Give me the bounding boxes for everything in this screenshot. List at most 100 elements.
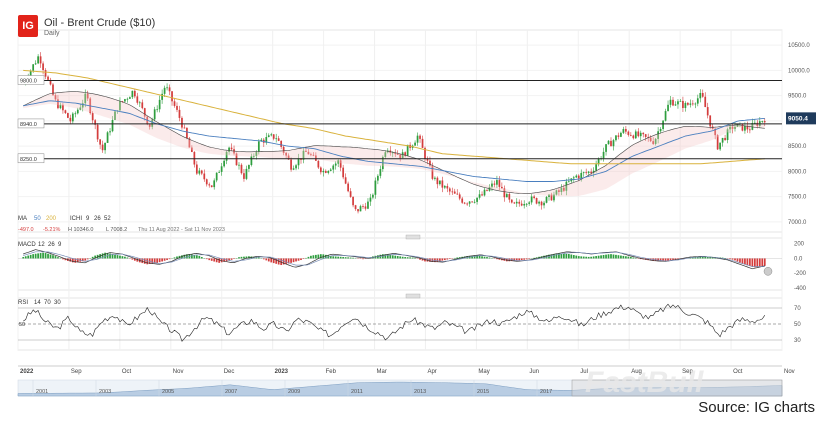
macd-histogram-bar [153,258,156,264]
stat-change-pct: -5.21% [43,227,61,233]
macd-histogram-bar [208,258,211,261]
candle-body [32,64,35,71]
candle-body [741,123,744,131]
macd-histogram-bar [136,258,139,262]
candle-body [682,100,684,109]
macd-histogram-bar [498,258,501,260]
level-label: 9800.0 [20,79,37,85]
macd-tick-label: 0.0 [794,256,803,262]
candle-body [453,191,456,194]
candle-body [37,56,39,64]
candle-body [131,90,134,98]
candle-body [714,128,717,136]
macd-histogram-bar [94,255,97,259]
candle-body [186,127,188,139]
time-axis-label: Jul [580,369,588,375]
time-axis-label: Oct [733,369,743,375]
candle-body [47,76,49,80]
macd-histogram-bar [396,256,399,259]
macd-histogram-bar [104,252,106,259]
macd-histogram-bar [312,255,315,259]
candle-body [62,104,64,111]
macd-histogram-bar [622,255,625,259]
candle-body [183,127,186,129]
macd-histogram-bar [610,254,612,259]
macd-histogram-bar [563,253,565,259]
candle-body [746,125,749,130]
macd-histogram-bar [119,255,121,259]
candle-body [513,202,516,204]
candle-body [228,147,230,152]
macd-histogram-bar [513,258,516,261]
candle-body [478,194,481,198]
candle-body [327,170,330,173]
macd-histogram-bar [600,255,602,259]
candle-body [71,113,74,122]
candle-body [94,120,97,125]
time-axis-label: Sep [71,369,82,375]
time-axis-label: Apr [427,369,436,375]
macd-histogram-bar [245,256,248,259]
candle-body [394,152,397,155]
candle-body [76,109,79,114]
macd-histogram-bar [421,258,424,261]
candle-body [342,167,345,178]
candle-body [625,129,627,132]
macd-histogram-bar [302,258,305,260]
candle-body [255,152,258,156]
candle-body [436,177,439,185]
candle-body [315,155,317,161]
candle-body [424,147,426,159]
candle-body [627,131,630,135]
candle-body [178,109,181,118]
candle-body [34,63,37,65]
macd-histogram-bar [315,254,317,259]
chart-interval[interactable]: Daily [44,30,60,37]
macd-histogram-bar [401,256,404,259]
candle-body [461,198,464,203]
candle-body [329,169,332,171]
macd-histogram-bar [265,258,268,261]
candle-body [642,132,645,135]
macd-histogram-bar [706,256,709,259]
macd-histogram-bar [520,258,523,261]
candle-body [706,107,709,116]
candle-body [496,180,498,185]
candle-body [260,139,263,142]
macd-histogram-bar [62,258,64,260]
candle-body [156,109,159,111]
timeline-window[interactable] [571,379,783,397]
timeline-year-label: 2005 [162,389,174,395]
macd-histogram-bar [158,258,161,263]
candle-body [654,138,657,144]
candle-body [96,124,99,140]
candle-body [287,155,290,160]
candle-body [84,93,87,104]
macd-histogram-bar [300,258,302,261]
macd-histogram-bar [664,258,667,261]
ig-logo[interactable]: IG [18,15,38,37]
candle-body [357,209,359,212]
panel-resize-handle[interactable] [405,234,421,240]
panel-resize-handle[interactable] [405,293,421,299]
candle-body [510,199,513,203]
candle-body [114,111,116,120]
macd-histogram-bar [69,258,72,262]
macd-histogram-bar [292,258,295,263]
macd-histogram-bar [32,254,35,259]
price-tick-label: 8000.0 [788,169,807,175]
candle-body [240,164,243,174]
macd-panel [17,237,783,291]
candle-body [503,188,506,198]
macd-histogram-bar [741,258,744,264]
candle-body [200,170,203,174]
macd-histogram-bar [255,257,258,259]
candle-body [168,87,171,92]
candle-body [553,194,555,201]
macd-histogram-bar [399,256,402,259]
candle-body [324,170,327,173]
candle-body [280,140,283,147]
macd-histogram-bar [441,258,444,261]
macd-histogram-bar [572,255,575,259]
macd-histogram-bar [116,255,119,259]
